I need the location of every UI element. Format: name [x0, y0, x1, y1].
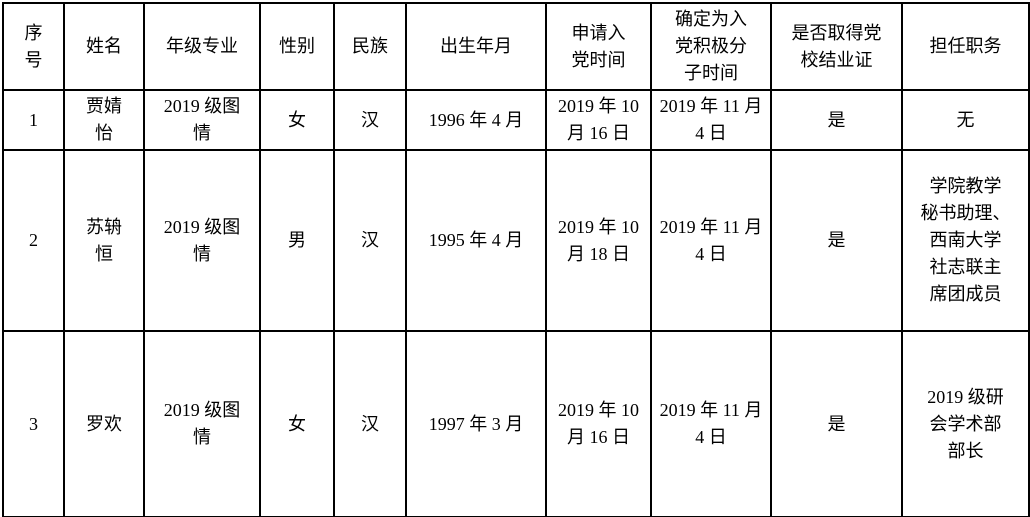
header-ethnicity: 民族	[333, 2, 407, 91]
cell-ethnicity: 汉	[333, 330, 407, 517]
cell-ethnicity: 汉	[333, 89, 407, 151]
cell-seq: 1	[2, 89, 65, 151]
cell-gender: 男	[259, 149, 335, 332]
header-cert: 是否取得党 校结业证	[770, 2, 903, 91]
cell-seq: 3	[2, 330, 65, 517]
cell-name: 贾婧 怡	[63, 89, 145, 151]
table-row: 3 罗欢 2019 级图 情 女 汉 1997 年 3 月 2019 年 10 …	[2, 330, 1030, 517]
header-major: 年级专业	[143, 2, 261, 91]
header-activist-time: 确定为入 党积极分 子时间	[650, 2, 772, 91]
cell-activist-time: 2019 年 11 月 4 日	[650, 330, 772, 517]
cell-major: 2019 级图 情	[143, 89, 261, 151]
cell-cert: 是	[770, 149, 903, 332]
cell-seq: 2	[2, 149, 65, 332]
header-seq: 序 号	[2, 2, 65, 91]
cell-cert: 是	[770, 330, 903, 517]
cell-major: 2019 级图 情	[143, 330, 261, 517]
cell-apply-time: 2019 年 10 月 18 日	[545, 149, 652, 332]
cell-major: 2019 级图 情	[143, 149, 261, 332]
cell-activist-time: 2019 年 11 月 4 日	[650, 149, 772, 332]
table-row: 1 贾婧 怡 2019 级图 情 女 汉 1996 年 4 月 2019 年 1…	[2, 89, 1030, 151]
cell-name: 苏辀 恒	[63, 149, 145, 332]
cell-position: 无	[901, 89, 1030, 151]
cell-apply-time: 2019 年 10 月 16 日	[545, 89, 652, 151]
cell-birth: 1997 年 3 月	[405, 330, 547, 517]
cell-position: 2019 级研 会学术部 部长	[901, 330, 1030, 517]
cell-gender: 女	[259, 330, 335, 517]
cell-cert: 是	[770, 89, 903, 151]
cell-apply-time: 2019 年 10 月 16 日	[545, 330, 652, 517]
header-birth: 出生年月	[405, 2, 547, 91]
header-gender: 性别	[259, 2, 335, 91]
header-row: 序 号 姓名 年级专业 性别 民族 出生年月 申请入 党时间 确定为入 党积极分…	[2, 2, 1030, 91]
cell-gender: 女	[259, 89, 335, 151]
header-position: 担任职务	[901, 2, 1030, 91]
header-apply-time: 申请入 党时间	[545, 2, 652, 91]
cell-ethnicity: 汉	[333, 149, 407, 332]
table-row: 2 苏辀 恒 2019 级图 情 男 汉 1995 年 4 月 2019 年 1…	[2, 149, 1030, 332]
cell-activist-time: 2019 年 11 月 4 日	[650, 89, 772, 151]
cell-name: 罗欢	[63, 330, 145, 517]
cell-birth: 1995 年 4 月	[405, 149, 547, 332]
cell-position: 学院教学 秘书助理、 西南大学 社志联主 席团成员	[901, 149, 1030, 332]
header-name: 姓名	[63, 2, 145, 91]
cell-birth: 1996 年 4 月	[405, 89, 547, 151]
